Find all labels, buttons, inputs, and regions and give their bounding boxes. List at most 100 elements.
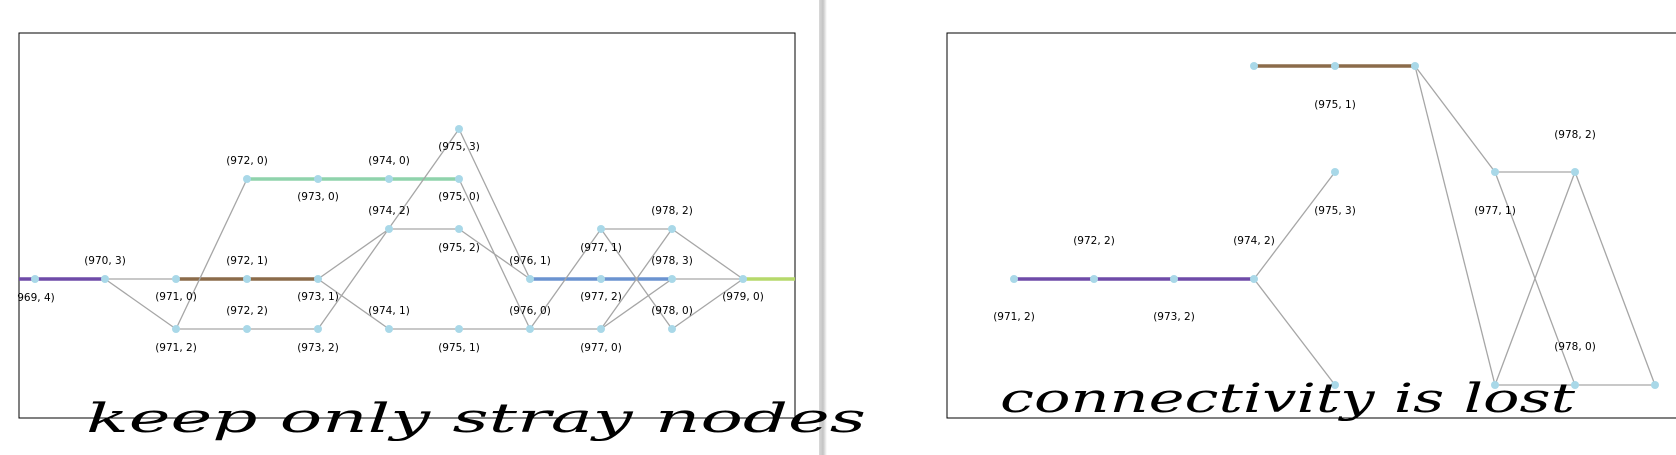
edge [317,278,390,330]
node-label: (973, 0) [297,191,339,203]
edge [529,228,602,330]
node-label: (972, 2) [226,305,268,317]
graph-node [668,325,676,333]
handwritten-annotation: keep only stray nodes [86,396,866,442]
node-label: (976, 1) [509,255,551,267]
node-label: (977, 0) [580,342,622,354]
right-node-labels: (975, 1) (978, 2) (975, 3) (977, 1) (972… [993,99,1596,353]
node-label: (972, 2) [1073,235,1115,247]
edge [671,228,744,280]
node-label: (978, 0) [651,305,693,317]
left-nodes [31,125,747,333]
node-label: (977, 1) [1474,205,1516,217]
graph-node [526,275,534,283]
graph-node [668,275,676,283]
node-label: (978, 2) [1554,129,1596,141]
node-label: (972, 0) [226,155,268,167]
graph-node [385,225,393,233]
node-label: (970, 3) [84,255,126,267]
node-label: (974, 1) [368,305,410,317]
graph-node [243,175,251,183]
left-plot-frame [18,32,796,419]
node-label: (977, 2) [580,291,622,303]
graph-node [455,225,463,233]
node-label: (973, 2) [1153,311,1195,323]
graph-node [1571,381,1579,389]
edge [1253,171,1336,280]
graph-node [597,225,605,233]
node-label: (971, 2) [993,311,1035,323]
node-label: (971, 0) [155,291,197,303]
graph-node [314,325,322,333]
graph-node [101,275,109,283]
graph-node [1571,168,1579,176]
edge [1494,171,1576,386]
node-label: (978, 2) [651,205,693,217]
graph-node [1250,62,1258,70]
node-label: 969, 4) [17,292,55,304]
right-nodes [1010,62,1659,389]
left-node-labels: 969, 4) (970, 3) (971, 0) (971, 2) (972,… [17,141,764,354]
graph-node [1491,381,1499,389]
edge [175,178,248,330]
node-label: (973, 1) [297,291,339,303]
node-label: (975, 0) [438,191,480,203]
edge [458,228,531,280]
graph-node [1250,275,1258,283]
graph-node [314,175,322,183]
right-plot-frame [946,32,1676,419]
edge [600,278,673,330]
graph-node [385,325,393,333]
graph-node [1411,62,1419,70]
node-label: (978, 3) [651,255,693,267]
edge [104,278,177,330]
graph-node [31,275,39,283]
graph-node [455,175,463,183]
node-label: (973, 2) [297,342,339,354]
handwritten-annotation: connectivity is lost [1000,376,1576,422]
right-panel: (975, 1) (978, 2) (975, 3) (977, 1) (972… [946,32,1676,422]
edge [317,228,390,280]
graph-node [314,275,322,283]
graph-node [1010,275,1018,283]
node-label: (977, 1) [580,242,622,254]
right-edges [1014,64,1656,386]
node-label: (979, 0) [722,291,764,303]
graph-node [1331,62,1339,70]
node-label: (975, 3) [438,141,480,153]
left-panel: 969, 4) (970, 3) (971, 0) (971, 2) (972,… [17,32,866,442]
edge [600,228,673,330]
graph-node [1491,168,1499,176]
edge [1253,278,1336,386]
node-label: (972, 1) [226,255,268,267]
node-label: (976, 0) [509,305,551,317]
node-label: (974, 2) [368,205,410,217]
graph-node [243,325,251,333]
graph-node [597,325,605,333]
graph-node [172,325,180,333]
node-label: (975, 3) [1314,205,1356,217]
edge [458,128,531,280]
node-label: (975, 2) [438,242,480,254]
node-label: (975, 1) [438,342,480,354]
graph-node [1090,275,1098,283]
graph-node [385,175,393,183]
graph-node [1170,275,1178,283]
graph-node [668,225,676,233]
graph-node [739,275,747,283]
graph-node [243,275,251,283]
graph-node [597,275,605,283]
node-label: (974, 0) [368,155,410,167]
graph-node [455,125,463,133]
panel-divider [819,0,827,455]
graph-node [1331,168,1339,176]
graph-node [526,325,534,333]
graph-node [1331,381,1339,389]
graph-node [172,275,180,283]
edge [671,278,744,330]
node-label: (974, 2) [1233,235,1275,247]
graph-node [455,325,463,333]
graph-node [1651,381,1659,389]
edge [1414,65,1496,386]
